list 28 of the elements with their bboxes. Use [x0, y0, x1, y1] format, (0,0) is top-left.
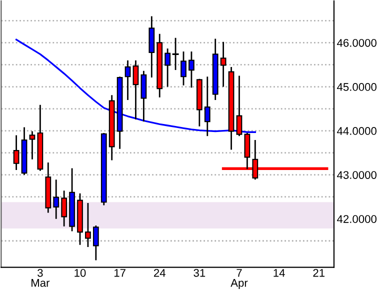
- candlestick: [53, 178, 60, 220]
- y-tick-label: 43.0000: [337, 171, 376, 179]
- candlestick: [92, 224, 99, 261]
- candlestick: [61, 190, 68, 228]
- candlestick: [124, 60, 131, 101]
- x-tick-label: 24: [154, 268, 166, 277]
- candlestick: [164, 48, 171, 88]
- y-tick-label: 45.0000: [337, 83, 376, 91]
- candlestick: [236, 75, 242, 137]
- y-tick-label: 42.0000: [337, 215, 376, 223]
- candlestick: [188, 50, 194, 88]
- candlestick: [85, 202, 91, 248]
- y-tick-label: 46.0000: [337, 38, 376, 47]
- x-tick-label: 3 Mar: [32, 268, 50, 287]
- candlestick: [29, 130, 36, 160]
- x-tick-label: 21: [313, 268, 324, 277]
- candlestick: [220, 41, 226, 88]
- x-tick-label: 7 Apr: [230, 269, 248, 289]
- x-tick-label: 10: [74, 268, 86, 277]
- x-tick-label: 17: [114, 269, 126, 277]
- candlestick: [172, 37, 179, 71]
- candlestick: [140, 70, 147, 122]
- candlestick: [132, 60, 139, 120]
- candlestick: [180, 50, 186, 86]
- x-tick-label: 14: [274, 269, 285, 277]
- candlestick: [13, 134, 20, 171]
- x-tick-label: 31: [194, 268, 206, 277]
- y-tick-label: 44.0000: [337, 127, 376, 135]
